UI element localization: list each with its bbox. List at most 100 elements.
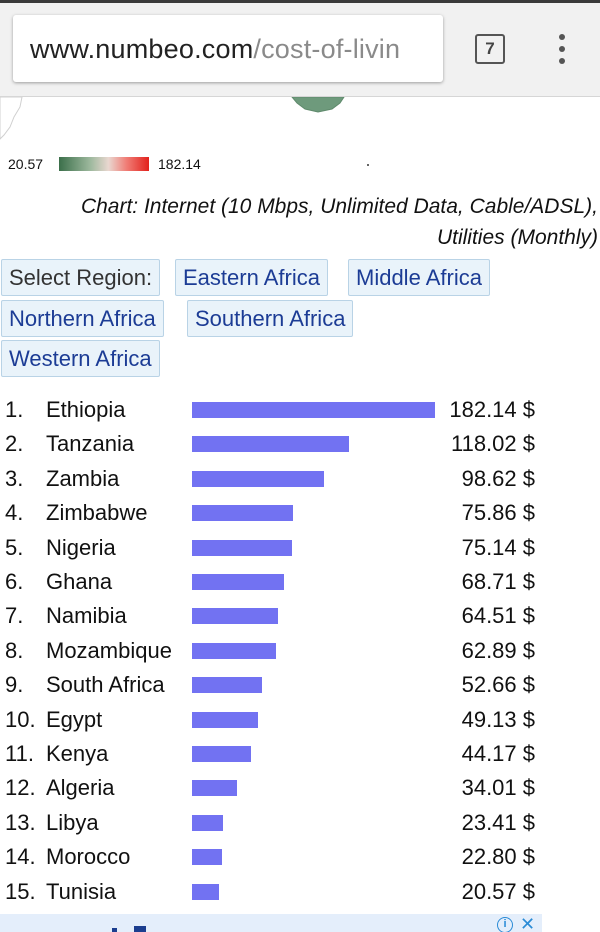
chart-row: 12. Algeria 34.01 $ (0, 771, 600, 805)
tab-count: 7 (485, 39, 495, 58)
country-name: Algeria (46, 775, 115, 801)
chart-row: 2. Tanzania 118.02 $ (0, 427, 600, 461)
value-label: 75.14 $ (461, 534, 535, 560)
chart-row: 8. Mozambique 62.89 $ (0, 634, 600, 668)
chart-row: 5. Nigeria 75.14 $ (0, 531, 600, 565)
region-eastern-africa-button[interactable]: Eastern Africa (175, 259, 328, 296)
rank-number: 11. (5, 741, 34, 766)
country-name: Ghana (46, 569, 113, 594)
status-edge (0, 0, 600, 3)
country-name: Ethiopia (46, 397, 126, 422)
chart-row: 9. South Africa 52.66 $ (0, 668, 600, 702)
browser-toolbar: www.numbeo.com/cost-of-livin 7 (0, 0, 600, 97)
overflow-menu-icon[interactable] (552, 33, 572, 65)
legend-min-label: 20.57 (8, 156, 44, 172)
value-bar (192, 677, 263, 694)
country-name: Morocco (46, 844, 131, 870)
chart-row: 4. Zimbabwe 75.86 $ (0, 496, 600, 530)
value-label: 34.01 $ (461, 775, 535, 801)
rank-number: 9. (5, 672, 24, 698)
rank-number: 8. (5, 637, 24, 663)
region-northern-africa-button[interactable]: Northern Africa (1, 300, 164, 337)
rank-number: 1. (5, 397, 24, 422)
value-label: 44.17 $ (461, 741, 535, 766)
url-host: www.numbeo.com (30, 34, 254, 64)
value-bar (192, 849, 223, 866)
close-icon[interactable]: ✕ (520, 914, 536, 932)
chart-row: 7. Namibia 64.51 $ (0, 599, 600, 633)
chart-row: 10. Egypt 49.13 $ (0, 703, 600, 737)
rank-number: 15. (5, 878, 36, 904)
country-name: South Africa (46, 672, 165, 698)
rank-number: 5. (5, 534, 24, 560)
value-label: 118.02 $ (450, 431, 535, 457)
value-label: 23.41 $ (461, 809, 535, 835)
region-middle-africa-button[interactable]: Middle Africa (348, 259, 490, 296)
value-bar (192, 539, 293, 556)
chart-row: 3. Zambia 98.62 $ (0, 462, 600, 496)
ad-banner[interactable] (0, 914, 542, 932)
value-bar (192, 642, 276, 659)
value-bar (192, 883, 220, 900)
value-label: 98.62 $ (461, 465, 535, 491)
chart-caption: Chart: Internet (10 Mbps, Unlimited Data… (38, 191, 598, 253)
rank-number: 10. (5, 706, 36, 732)
value-bar (192, 814, 224, 831)
tab-switcher-button[interactable]: 7 (475, 34, 505, 64)
country-name: Nigeria (46, 534, 116, 560)
country-name: Egypt (46, 706, 103, 732)
country-name: Kenya (46, 741, 109, 766)
value-bar (192, 505, 294, 522)
chart-row: 14. Morocco 22.80 $ (0, 840, 600, 874)
chart-caption-line1: Chart: Internet (10 Mbps, Unlimited Data… (80, 195, 598, 218)
value-bar (192, 470, 324, 487)
region-western-africa-button[interactable]: Western Africa (1, 340, 160, 377)
value-bar (192, 780, 238, 797)
value-bar (192, 402, 435, 418)
rank-number: 14. (5, 844, 36, 870)
country-name: Zambia (46, 465, 120, 491)
value-label: 52.66 $ (461, 672, 535, 698)
country-name: Tunisia (46, 878, 117, 904)
region-southern-africa-button[interactable]: Southern Africa (187, 300, 354, 337)
ad-logo-fragment (134, 926, 146, 932)
ad-logo-fragment (112, 928, 117, 932)
url-text[interactable]: www.numbeo.com/cost-of-livin (30, 34, 400, 64)
legend-max-label: 182.14 (158, 156, 201, 172)
info-icon[interactable]: i (497, 917, 513, 932)
rank-number: 3. (5, 465, 24, 491)
map-fragment (0, 97, 345, 140)
value-label: 182.14 $ (449, 397, 535, 422)
chart-row: 6. Ghana 68.71 $ (0, 565, 600, 599)
country-name: Libya (46, 809, 99, 835)
address-bar[interactable]: www.numbeo.com/cost-of-livin (13, 15, 443, 82)
chart-row: 11. Kenya 44.17 $ (0, 737, 600, 771)
value-label: 22.80 $ (461, 844, 535, 870)
rank-number: 13. (5, 809, 36, 835)
value-bar (192, 436, 350, 453)
value-label: 20.57 $ (461, 878, 535, 904)
value-label: 75.86 $ (461, 500, 535, 526)
url-path: /cost-of-livin (253, 34, 401, 64)
rank-number: 12. (5, 775, 36, 801)
map-dot (367, 164, 369, 166)
value-label: 49.13 $ (461, 706, 535, 732)
value-bar (192, 608, 279, 625)
select-region-label: Select Region: (1, 259, 161, 296)
country-name: Zimbabwe (46, 500, 148, 526)
chart-row: 15. Tunisia 20.57 $ (0, 875, 600, 909)
country-name: Namibia (46, 603, 127, 629)
value-bar (192, 711, 258, 728)
country-name: Mozambique (46, 637, 172, 663)
chart-caption-line2: Utilities (Monthly) (436, 226, 598, 249)
value-label: 64.51 $ (461, 603, 535, 629)
rank-number: 2. (5, 431, 24, 457)
value-bar (192, 746, 251, 762)
rank-number: 6. (5, 569, 24, 594)
rank-number: 7. (5, 603, 24, 629)
value-bar (192, 574, 284, 590)
chart-row: 1. Ethiopia 182.14 $ (0, 393, 600, 427)
value-label: 68.71 $ (461, 569, 535, 594)
value-label: 62.89 $ (461, 637, 535, 663)
country-name: Tanzania (46, 431, 135, 457)
